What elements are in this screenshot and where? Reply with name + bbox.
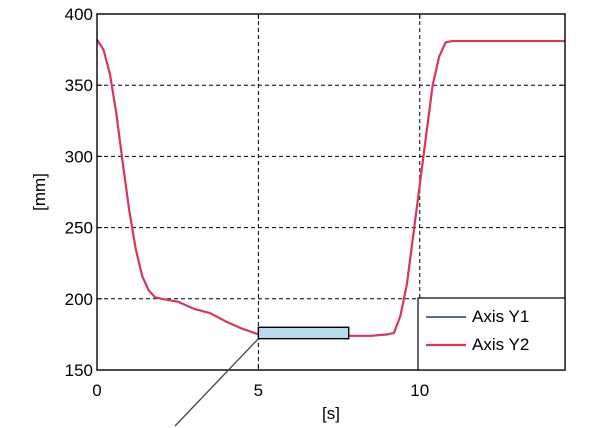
x-axis-label: [s] [322, 404, 340, 423]
highlight-layer [257, 326, 350, 340]
y-tick-label: 400 [65, 5, 93, 24]
legend-box [417, 297, 566, 371]
plot-frame [96, 13, 566, 371]
y-axis-label: [mm] [30, 173, 49, 211]
annotation-arrow [174, 338, 259, 427]
legend-label-2: Axis Y2 [472, 335, 529, 354]
highlight-box [257, 326, 350, 340]
legend: Axis Y1 Axis Y2 [417, 297, 566, 371]
ticks-layer: 0 5 10 150 200 250 300 350 400 [65, 5, 565, 400]
x-tick-label: 0 [92, 381, 101, 400]
x-tick-label: 10 [410, 381, 429, 400]
y-tick-label: 350 [65, 76, 93, 95]
y-tick-label: 150 [65, 361, 93, 380]
annotation-layer [174, 338, 259, 427]
y-tick-label: 250 [65, 219, 93, 238]
y-tick-label: 200 [65, 290, 93, 309]
y-tick-label: 300 [65, 147, 93, 166]
legend-label-1: Axis Y1 [472, 307, 529, 326]
x-tick-label: 5 [254, 381, 263, 400]
